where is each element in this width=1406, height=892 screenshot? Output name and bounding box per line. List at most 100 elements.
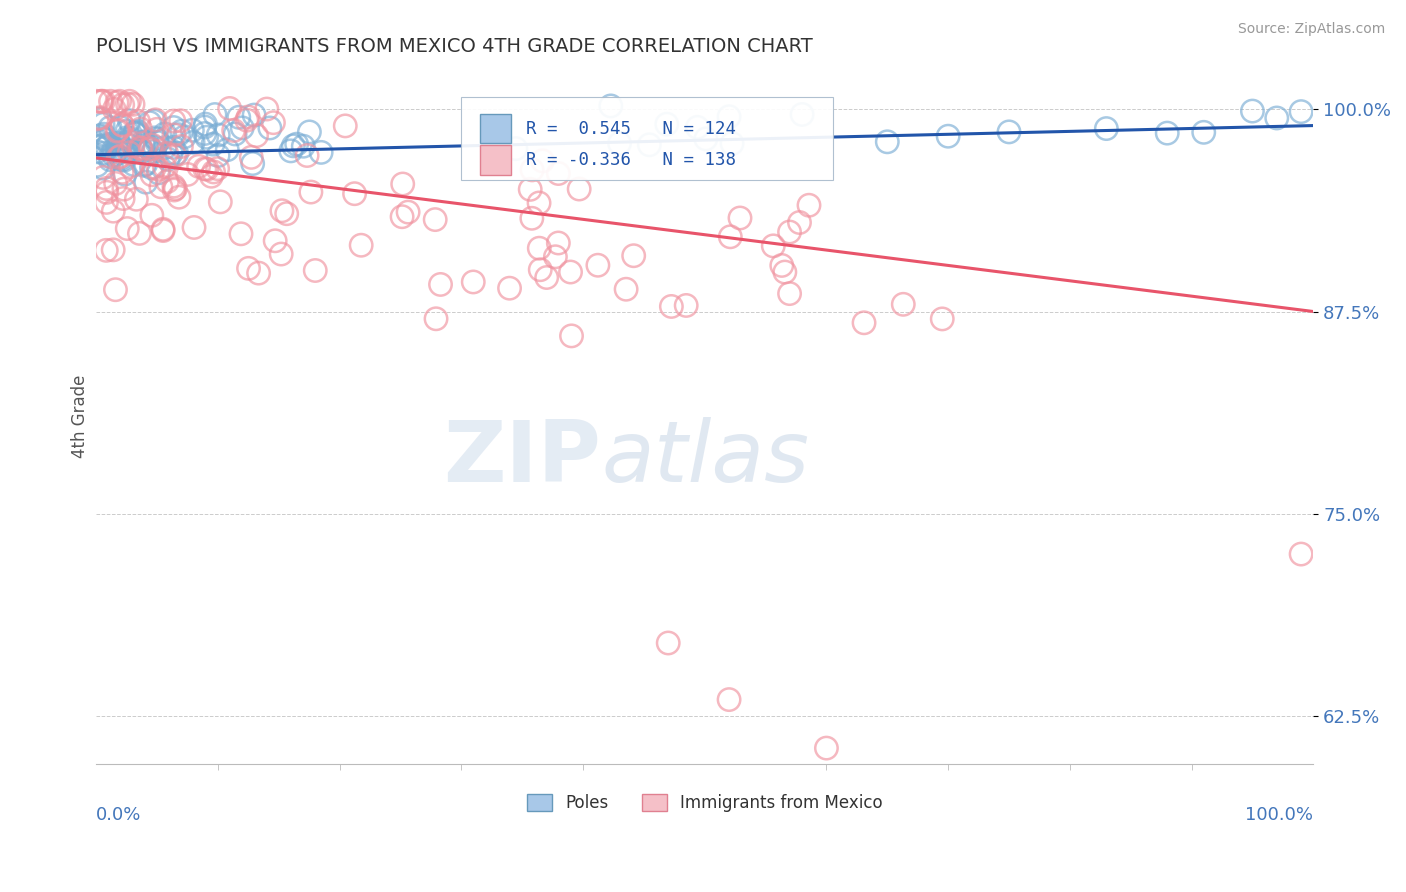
Point [96, 139, 118, 153]
Text: atlas: atlas [602, 417, 810, 500]
Point [127, 124, 149, 138]
Point [146, 122, 169, 136]
Point [142, 114, 165, 128]
Point [270, 247, 292, 261]
Point [96, 181, 118, 195]
Point [108, 137, 131, 152]
Point [138, 116, 160, 130]
Point [762, 239, 785, 253]
Point [544, 250, 567, 264]
Point [111, 97, 134, 112]
Point [520, 211, 543, 226]
Point [93, 132, 115, 146]
Point [125, 192, 148, 206]
Point [292, 139, 315, 153]
Point [609, 136, 631, 151]
Point [245, 128, 267, 143]
Bar [479, 114, 512, 144]
Point [122, 138, 145, 153]
Point [118, 135, 141, 149]
Point [108, 136, 131, 150]
Point [128, 141, 150, 155]
Point [91, 117, 114, 131]
Point [207, 148, 229, 162]
Point [547, 235, 569, 250]
Point [110, 120, 132, 135]
Point [207, 128, 229, 142]
Point [103, 243, 125, 257]
Point [217, 143, 239, 157]
Point [396, 205, 419, 219]
Point [280, 144, 302, 158]
Point [90, 95, 112, 109]
Point [1095, 121, 1118, 136]
Point [111, 165, 134, 179]
Point [153, 140, 176, 154]
Point [519, 182, 541, 196]
Point [149, 179, 172, 194]
Point [350, 238, 373, 252]
Point [100, 95, 122, 109]
Point [176, 168, 198, 182]
Point [207, 161, 229, 176]
Point [224, 127, 246, 141]
Point [128, 114, 150, 128]
Point [299, 185, 322, 199]
Point [773, 265, 796, 279]
Point [520, 162, 543, 177]
Point [536, 270, 558, 285]
Point [90, 95, 112, 109]
Point [129, 141, 152, 155]
Point [853, 316, 876, 330]
Point [789, 215, 811, 229]
Point [167, 190, 190, 204]
Point [142, 145, 165, 159]
Point [675, 298, 697, 312]
Point [115, 124, 138, 138]
Point [815, 741, 838, 756]
Point [135, 157, 157, 171]
Point [623, 249, 645, 263]
Point [304, 263, 326, 277]
Point [163, 148, 186, 162]
Point [107, 123, 129, 137]
Point [128, 142, 150, 156]
Point [686, 120, 709, 135]
Point [194, 117, 217, 131]
Point [166, 146, 188, 161]
Point [146, 132, 169, 146]
Point [586, 258, 609, 272]
Point [152, 223, 174, 237]
Point [163, 128, 186, 142]
Point [276, 207, 298, 221]
Point [89, 111, 111, 125]
Text: 100.0%: 100.0% [1246, 806, 1313, 824]
Point [143, 131, 166, 145]
Point [204, 107, 226, 121]
Point [283, 139, 305, 153]
Point [425, 212, 447, 227]
Point [160, 146, 183, 161]
Text: POLISH VS IMMIGRANTS FROM MEXICO 4TH GRADE CORRELATION CHART: POLISH VS IMMIGRANTS FROM MEXICO 4TH GRA… [96, 37, 813, 56]
Point [122, 97, 145, 112]
Point [209, 194, 232, 209]
Point [173, 129, 195, 144]
Point [153, 160, 176, 174]
Point [194, 127, 217, 141]
Point [114, 167, 136, 181]
Point [195, 130, 218, 145]
Point [84, 95, 107, 109]
Point [103, 144, 125, 158]
Point [111, 119, 134, 133]
Point [498, 281, 520, 295]
Point [135, 175, 157, 189]
Point [236, 113, 259, 128]
Point [132, 137, 155, 152]
Point [112, 153, 135, 168]
Point [240, 150, 263, 164]
Point [107, 150, 129, 164]
Point [529, 262, 551, 277]
FancyBboxPatch shape [461, 96, 832, 180]
Point [391, 210, 413, 224]
Point [201, 137, 224, 152]
